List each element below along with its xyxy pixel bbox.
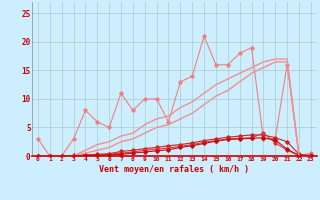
X-axis label: Vent moyen/en rafales ( km/h ): Vent moyen/en rafales ( km/h ): [100, 165, 249, 174]
